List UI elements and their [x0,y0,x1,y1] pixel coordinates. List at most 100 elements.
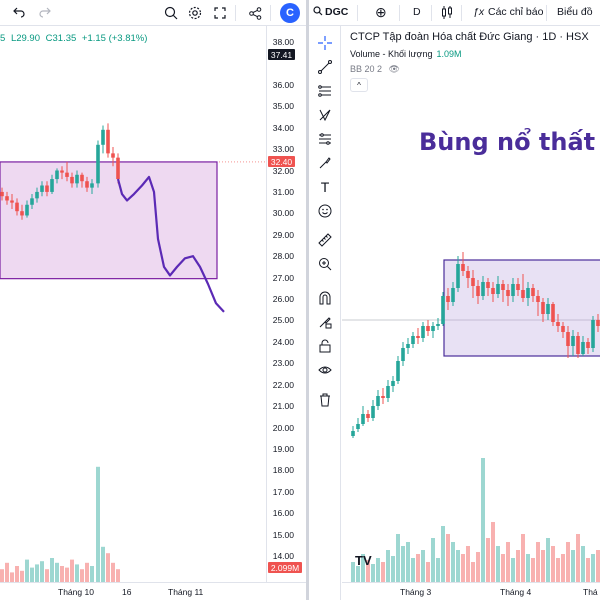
price-tick: 18.00 [272,465,294,476]
time-label: Tháng 3 [400,587,432,597]
gear-icon[interactable] [186,4,204,22]
volume-bar [361,554,365,582]
price-tick: 38.00 [272,37,294,47]
price-tick: 24.00 [272,336,294,347]
candle-body [361,414,365,424]
volume-bar [586,558,590,582]
trendline-icon[interactable] [315,57,335,77]
candle-body [501,284,505,290]
volume-bar [101,546,105,582]
emoji-icon[interactable] [315,201,335,221]
volume-bar [10,572,14,582]
candle-body [35,191,39,199]
fullscreen-icon[interactable] [211,4,229,22]
right-price-chart[interactable] [342,26,600,582]
left-price-chart[interactable] [0,26,266,582]
candle-body [556,322,560,326]
magnet-icon[interactable] [315,288,335,308]
volume-bar [456,550,460,582]
volume-bar [20,570,24,582]
brush-icon[interactable] [315,153,335,173]
volume-legend[interactable]: Volume - Khối lượng 1.09M [350,49,461,59]
chart-legend[interactable]: CTCP Tập đoàn Hóa chất Đức Giang · 1D · … [350,31,589,43]
candle-body [55,170,59,180]
symbol-button[interactable]: DGC [325,6,349,18]
fib-icon[interactable] [315,81,335,101]
add-symbol-icon[interactable]: ⊕ [375,4,387,20]
volume-bar [431,538,435,582]
volume-bar [406,542,410,582]
trash-icon[interactable] [315,390,335,410]
text-icon[interactable]: T [320,179,330,195]
redo-icon[interactable] [36,4,54,22]
projection-icon[interactable] [315,129,335,149]
brand-icon[interactable]: C [280,3,300,23]
chart-type-button[interactable]: Biểu đồ [557,6,593,18]
price-tick: 22.00 [272,379,294,390]
volume-bar [421,550,425,582]
candle-type-icon[interactable] [441,6,453,22]
panel-divider[interactable] [306,0,309,600]
left-time-axis[interactable]: Tháng 10 16 Tháng 11 [0,582,306,600]
share-icon[interactable] [246,4,264,22]
lock-draw-icon[interactable] [315,312,335,332]
price-scale[interactable]: 38.00 36.00 35.00 34.00 33.00 32.00 31.00 30.00… [266,26,306,582]
volume-bar [496,546,500,582]
undo-icon[interactable] [10,4,28,22]
symbol-search-icon[interactable] [313,6,323,19]
right-time-axis[interactable]: Tháng 3 Tháng 4 Thá [342,582,600,600]
volume-bar [65,567,69,582]
bb-legend[interactable]: BB 20 2 👁 [350,64,400,75]
candle-body [80,174,84,182]
volume-bar [486,538,490,582]
volume-bar [411,558,415,582]
indicators-button[interactable]: Các chỉ báo [488,6,544,18]
volume-bar [45,569,49,582]
zoom-in-icon[interactable] [315,254,335,274]
volume-bar [596,550,600,582]
volume-bar [75,564,79,582]
volume-bar [566,542,570,582]
candle-body [416,336,420,338]
candle-body [25,204,29,216]
candle-body [541,302,545,314]
volume-bar [80,569,84,582]
volume-bar [426,562,430,582]
candle-body [65,172,69,177]
collapse-legend-icon[interactable]: ^ [350,78,368,92]
candle-body [45,185,49,192]
time-label: Thá [583,587,598,597]
ohlc-readout: 5 L29.90 C31.35 +1.15 (+3.81%) [0,33,150,44]
eye-icon[interactable] [315,360,335,380]
candle-body [591,320,595,348]
zoom-icon[interactable] [162,4,180,22]
volume-bar [111,562,115,582]
crosshair-icon[interactable] [315,33,335,53]
left-toolbar: C [0,0,306,26]
candle-body [441,296,445,324]
candle-body [70,176,74,184]
volume-bar [381,562,385,582]
indicators-icon[interactable]: ƒx [473,6,485,18]
price-tick: 30.00 [272,208,294,219]
candle-body [561,326,565,332]
candle-body [396,361,400,381]
eye-off-icon[interactable]: 👁 [388,64,400,74]
unlock-icon[interactable] [315,336,335,356]
interval-button[interactable]: D [413,6,421,18]
candle-body [351,431,355,436]
volume-bar [55,562,59,582]
volume-bar [40,561,44,582]
candle-body [371,406,375,418]
price-tick: 19.00 [272,443,294,454]
pattern-icon[interactable] [315,105,335,125]
volume-bar [15,566,19,582]
volume-bar [461,554,465,582]
volume-bar [446,534,450,582]
price-tag-current: 32.40 [268,156,295,168]
price-tick: 20.00 [272,422,294,433]
ruler-icon[interactable] [315,230,335,250]
volume-bar [466,546,470,582]
time-label: Tháng 4 [500,587,532,597]
price-tick: 25.00 [272,315,294,326]
